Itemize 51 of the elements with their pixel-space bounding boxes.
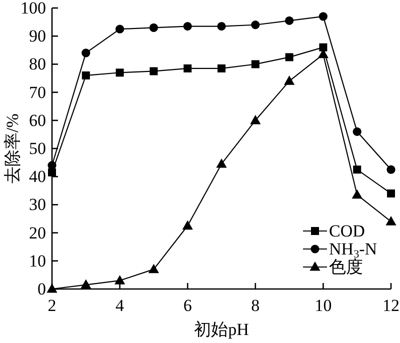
point: [82, 48, 90, 58]
point: [218, 64, 226, 72]
point: [116, 24, 124, 34]
point: [216, 158, 227, 168]
point: [353, 166, 362, 174]
point: [149, 23, 158, 32]
point: [82, 71, 90, 80]
point: [285, 16, 294, 25]
y-tick-label: 30: [29, 195, 46, 214]
x-tick-label: 2: [48, 296, 56, 315]
x-axis-title: 初始pH: [194, 320, 249, 339]
y-tick-label: 40: [29, 167, 46, 186]
point: [182, 220, 193, 230]
y-tick-label: 20: [29, 223, 46, 242]
y-tick-label: 100: [20, 0, 46, 18]
point: [116, 68, 124, 77]
x-tick-label: 4: [116, 296, 125, 315]
legend-label: 色度: [329, 258, 363, 276]
y-tick-label: 80: [29, 54, 46, 74]
y-tick-label: 90: [29, 26, 46, 46]
y-tick-label: 0: [38, 280, 46, 298]
point: [251, 60, 260, 68]
x-tick-label: 12: [382, 296, 400, 315]
point: [318, 12, 328, 21]
point: [319, 43, 328, 52]
y-tick-label: 70: [29, 82, 46, 102]
point: [251, 20, 260, 30]
x-tick-label: 10: [314, 296, 332, 315]
point: [386, 216, 396, 226]
point: [48, 168, 56, 176]
point: [183, 22, 192, 31]
x-tick-label: 8: [251, 296, 260, 315]
point: [285, 53, 294, 62]
point: [80, 279, 92, 289]
point: [150, 67, 158, 76]
point: [386, 165, 396, 174]
point: [250, 114, 261, 124]
y-axis-title: 去除率/%: [3, 114, 22, 184]
y-tick-label: 60: [29, 110, 46, 130]
point: [387, 189, 395, 198]
y-tick-label: 10: [29, 251, 46, 270]
point: [114, 275, 126, 284]
point: [184, 64, 192, 72]
point: [352, 189, 362, 199]
point: [284, 76, 295, 85]
legend-label: COD: [329, 222, 365, 240]
y-tick-label: 50: [29, 139, 46, 158]
point: [352, 127, 362, 136]
point: [148, 264, 159, 274]
x-tick-label: 6: [183, 296, 192, 315]
point: [217, 22, 226, 31]
